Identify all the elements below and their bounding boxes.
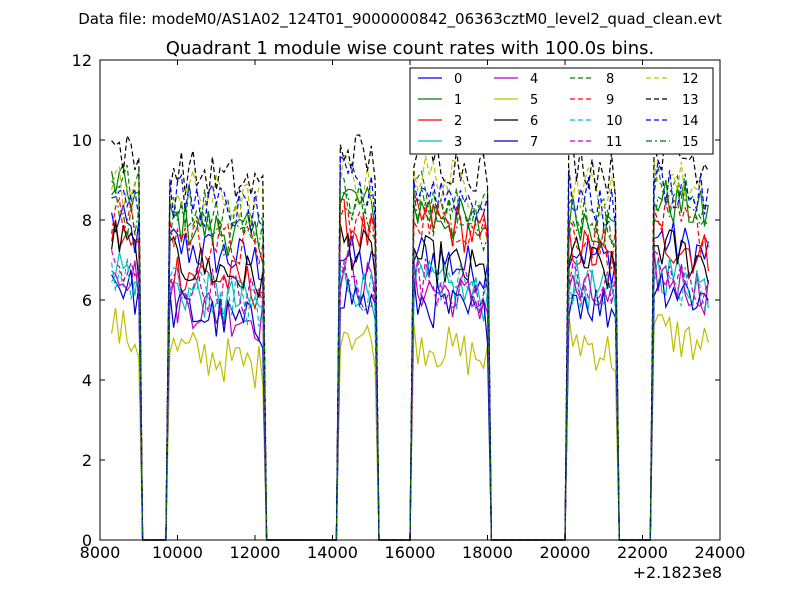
series-layer (111, 125, 709, 541)
legend-label: 4 (530, 72, 538, 87)
series-line-13 (111, 125, 709, 541)
x-tick-label: 8000 (80, 543, 121, 562)
legend-label: 8 (606, 72, 614, 87)
x-tick-label: 16000 (385, 543, 436, 562)
legend-label: 1 (454, 93, 462, 108)
legend-label: 10 (606, 114, 623, 129)
legend-label: 14 (682, 114, 699, 129)
legend-label: 6 (530, 114, 538, 129)
axis-layer: 8000 10000 12000 14000 16000 18000 20000 22000 2… (72, 51, 746, 562)
x-offset-label: +2.1823e8 (633, 563, 722, 582)
y-tick-label: 8 (82, 211, 92, 230)
series-line-8 (111, 164, 709, 541)
legend-frame (409, 67, 714, 155)
legend-label: 9 (606, 93, 614, 108)
x-tick-label: 20000 (540, 543, 591, 562)
series-line-11 (111, 249, 709, 541)
x-tick-label: 22000 (617, 543, 668, 562)
x-tick-label: 10000 (152, 543, 203, 562)
y-tick-label: 2 (82, 451, 92, 470)
x-tick-label: 14000 (307, 543, 358, 562)
series-line-12 (111, 152, 709, 541)
legend-label: 7 (530, 135, 538, 150)
x-tick-label: 18000 (462, 543, 513, 562)
chart-title: Quadrant 1 module wise count rates with … (166, 38, 655, 59)
legend-label: 11 (606, 135, 623, 150)
chart-suptitle: Data file: modeM0/AS1A02_124T01_90000008… (78, 10, 722, 29)
y-tick-label: 6 (82, 291, 92, 310)
legend-label: 0 (454, 72, 462, 87)
y-tick-label: 12 (72, 51, 92, 70)
legend-label: 5 (530, 93, 538, 108)
legend-label: 13 (682, 93, 699, 108)
y-tick-label: 0 (82, 531, 92, 550)
legend-label: 2 (454, 114, 462, 129)
y-tick-label: 10 (72, 131, 92, 150)
y-tick-label: 4 (82, 371, 92, 390)
legend-label: 12 (682, 72, 699, 87)
legend-label: 3 (454, 135, 462, 150)
legend-label: 15 (682, 135, 699, 150)
x-tick-label: 12000 (230, 543, 281, 562)
x-tick-label: 24000 (695, 543, 746, 562)
